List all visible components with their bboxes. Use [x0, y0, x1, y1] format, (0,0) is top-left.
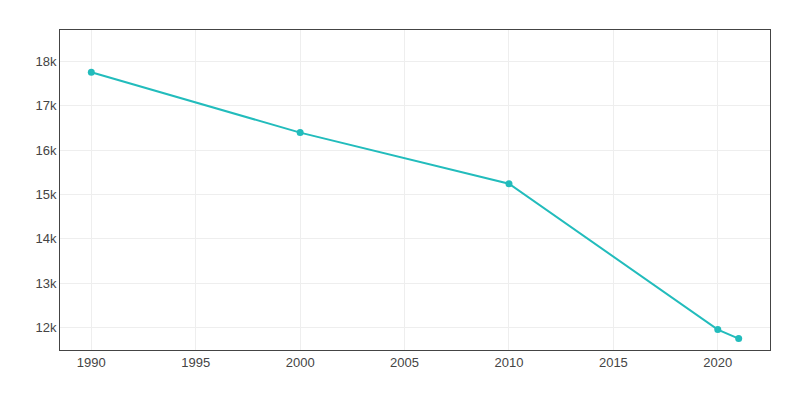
svg-text:2020: 2020 — [703, 355, 732, 370]
svg-text:13k: 13k — [35, 276, 56, 291]
svg-text:2005: 2005 — [390, 355, 419, 370]
svg-text:17k: 17k — [35, 98, 56, 113]
svg-text:1990: 1990 — [77, 355, 106, 370]
svg-text:16k: 16k — [35, 143, 56, 158]
svg-text:12k: 12k — [35, 320, 56, 335]
svg-text:2015: 2015 — [599, 355, 628, 370]
svg-text:2000: 2000 — [286, 355, 315, 370]
svg-text:1995: 1995 — [181, 355, 210, 370]
svg-text:18k: 18k — [35, 54, 56, 69]
svg-text:14k: 14k — [35, 231, 56, 246]
svg-text:15k: 15k — [35, 187, 56, 202]
svg-text:2010: 2010 — [495, 355, 524, 370]
